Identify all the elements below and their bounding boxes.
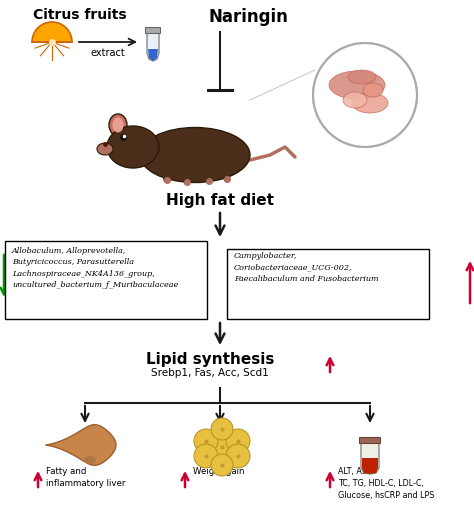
- Text: Weight gain: Weight gain: [193, 467, 245, 476]
- Ellipse shape: [107, 126, 159, 168]
- FancyBboxPatch shape: [5, 241, 207, 319]
- FancyBboxPatch shape: [227, 249, 429, 319]
- Ellipse shape: [343, 92, 367, 108]
- Text: High fat diet: High fat diet: [166, 193, 274, 208]
- Circle shape: [207, 432, 237, 462]
- Circle shape: [211, 454, 233, 476]
- Circle shape: [226, 429, 250, 453]
- Ellipse shape: [109, 114, 127, 136]
- Ellipse shape: [140, 128, 250, 183]
- Ellipse shape: [363, 83, 383, 97]
- Text: ALT, AST
TC, TG, HDL-C, LDL-C,
Glucose, hsCRP and LPS: ALT, AST TC, TG, HDL-C, LDL-C, Glucose, …: [338, 467, 434, 499]
- Circle shape: [194, 444, 218, 468]
- Polygon shape: [46, 424, 116, 465]
- Ellipse shape: [348, 70, 376, 84]
- Circle shape: [313, 43, 417, 147]
- Text: extract: extract: [91, 48, 126, 58]
- Polygon shape: [362, 458, 378, 474]
- Ellipse shape: [84, 456, 96, 464]
- Ellipse shape: [112, 117, 124, 132]
- Polygon shape: [148, 49, 158, 61]
- FancyBboxPatch shape: [146, 27, 161, 34]
- Wedge shape: [32, 22, 72, 42]
- Text: Allobaculum, Alloprevotella,
Butyricicoccus, Parasutterella
Lachnospiraceae_NK4A: Allobaculum, Alloprevotella, Butyricicoc…: [12, 247, 178, 289]
- Circle shape: [211, 418, 233, 440]
- Text: Campylobacter,
Coriobacteriaceae_UCG-002,
Faecalibaculum and Fusobacterium: Campylobacter, Coriobacteriaceae_UCG-002…: [234, 252, 379, 283]
- Text: Lipid synthesis: Lipid synthesis: [146, 352, 274, 367]
- Text: Naringin: Naringin: [208, 8, 288, 26]
- FancyBboxPatch shape: [359, 437, 381, 444]
- Polygon shape: [147, 31, 159, 61]
- Ellipse shape: [352, 93, 388, 113]
- Text: Srebp1, Fas, Acc, Scd1: Srebp1, Fas, Acc, Scd1: [151, 368, 269, 378]
- Ellipse shape: [97, 143, 113, 155]
- Text: Citrus fruits: Citrus fruits: [33, 8, 127, 22]
- Text: Fatty and
inflammatory liver: Fatty and inflammatory liver: [46, 467, 126, 489]
- Polygon shape: [361, 441, 379, 474]
- Circle shape: [194, 429, 218, 453]
- Circle shape: [226, 444, 250, 468]
- Ellipse shape: [329, 71, 385, 99]
